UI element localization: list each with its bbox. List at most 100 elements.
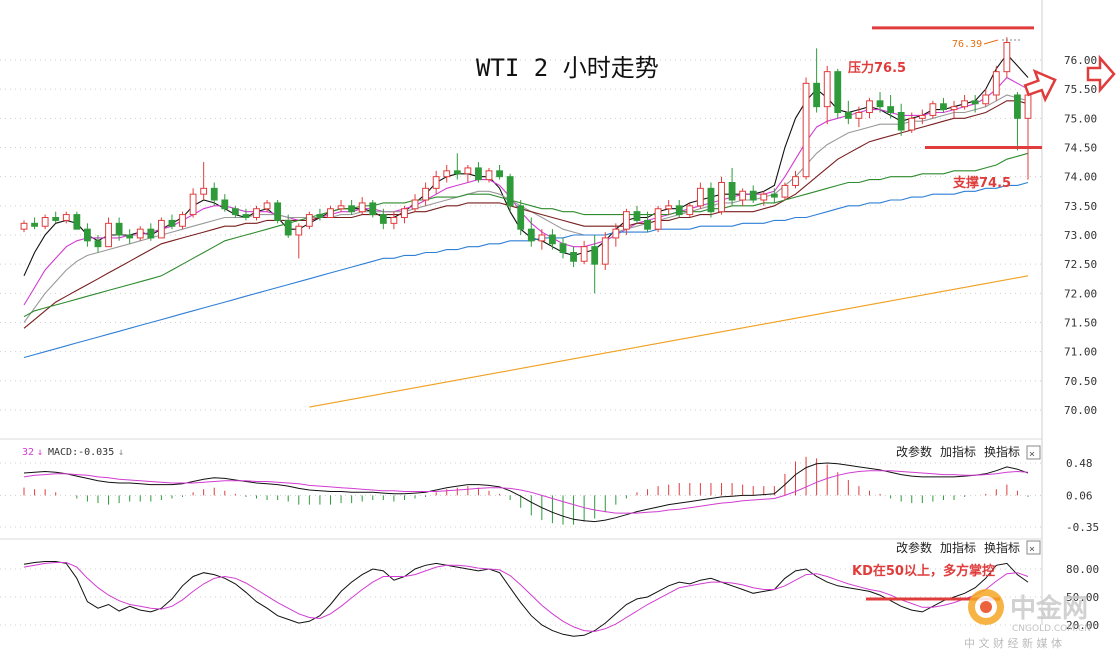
price-tick-label: 73.50 [1064,200,1097,213]
candle-up [601,237,609,265]
candle-down [559,243,567,253]
macd-dea-line [23,470,1029,514]
ma-line-ma_orange [309,275,1029,408]
price-tick-label: 72.00 [1064,287,1097,300]
price-high-pointer [983,39,999,45]
close-icon-2: × [1029,544,1035,555]
kd-tick-label: 20.00 [1066,619,1099,632]
candle-down [1014,94,1021,119]
price-tick-label: 76.00 [1064,54,1097,67]
candle-up [929,103,937,116]
kd-param-button[interactable]: 改参数 [896,540,932,555]
candle-up [918,114,926,119]
kd-indicator [23,561,1029,637]
candle-down [242,214,250,218]
candle-up [718,182,725,213]
watermark-slogan: 中 文 财 经 新 媒 体 [964,636,1062,650]
ma-line-ma_black [23,53,1029,277]
candle-up [760,193,768,201]
arrow-right-icon-2 [1086,54,1116,94]
candle-down [147,228,155,239]
candle-up [136,228,144,239]
candle-up [327,208,334,218]
macd-close-button[interactable]: × [1026,445,1041,460]
candle-down [369,202,377,216]
macd-axis: 0.48 0.06 -0.35 [1066,457,1099,534]
macd-grid [0,462,1042,528]
candle-down [940,103,947,111]
candle-up [263,202,271,210]
candle-down [316,214,324,218]
candle-up [654,208,662,230]
candle-down [749,190,757,201]
kd-note: KD在50以上，多方掌控 [852,563,995,579]
candle-down [971,100,979,105]
price-tick-label: 72.50 [1064,258,1097,271]
candle-up [401,208,408,218]
macd-param-button[interactable]: 改参数 [896,444,932,459]
candle-up [422,187,430,201]
candle-down [126,234,134,239]
candle-up [464,167,472,175]
kd-add-indicator-button[interactable]: 加指标 [940,540,976,555]
macd-dif-line [23,462,1029,523]
kd-close-button[interactable]: × [1026,540,1041,555]
candle-up [189,193,197,216]
candle-down [168,219,176,227]
macd-tick-label: 0.06 [1066,489,1093,502]
candle-up [432,176,440,189]
candle-up [179,214,186,227]
price-axis: 76.00 75.50 75.00 74.50 74.00 73.50 73.00 72.50… [1064,54,1097,417]
candle-up [580,246,588,262]
candle-down [897,112,905,131]
kd-d-line [23,562,1029,633]
candle-up [696,187,704,207]
candle-up [622,211,630,230]
candle-down [453,170,461,175]
candle-down [284,219,292,236]
macd-label: MACD:-0.035 [48,447,114,458]
candlesticks [20,37,1032,294]
kd-grid [0,568,1042,626]
macd-prefix: 32 [22,447,34,458]
price-tick-label: 70.50 [1064,375,1097,388]
candle-down [115,222,123,236]
kd-switch-indicator-button[interactable]: 换指标 [984,540,1020,555]
candle-up [665,205,673,210]
candle-up [950,106,958,111]
candle-down [274,202,282,221]
macd-indicator [23,456,1029,525]
candle-up [485,170,493,181]
watermark-domain: CNGOLD.COM.CN [1012,624,1091,634]
macd-down-arrow-icon: ↓ [37,447,43,458]
candle-up [802,82,810,178]
candle-up [982,94,990,105]
price-tick-label: 75.50 [1064,83,1097,96]
candle-down [834,71,842,113]
candle-up [295,225,303,236]
candle-up [686,205,694,216]
candle-down [348,205,356,213]
candle-up [305,214,313,227]
support-label: 支撑74.5 [952,175,1011,191]
candle-down [84,228,91,242]
candle-up [200,187,208,195]
resistance-label: 压力76.5 [848,60,906,76]
moving-averages [23,53,1029,408]
macd-down-arrow-icon-2: ↓ [118,447,124,458]
candle-down [52,217,60,221]
candle-up [41,217,49,227]
macd-switch-indicator-button[interactable]: 换指标 [984,444,1020,459]
macd-add-indicator-button[interactable]: 加指标 [940,444,976,459]
candle-down [73,214,81,230]
price-tick-label: 74.00 [1064,171,1097,184]
candle-down [728,182,736,201]
candle-down [221,199,229,210]
candle-up [337,205,345,210]
cngold-logo: 中金网 CNGOLD.COM.CN 中 文 财 经 新 媒 体 [964,589,1091,650]
candle-up [908,117,916,131]
candle-down [210,187,218,201]
kd-tick-label: 80.00 [1066,563,1099,576]
candle-down [506,176,514,207]
